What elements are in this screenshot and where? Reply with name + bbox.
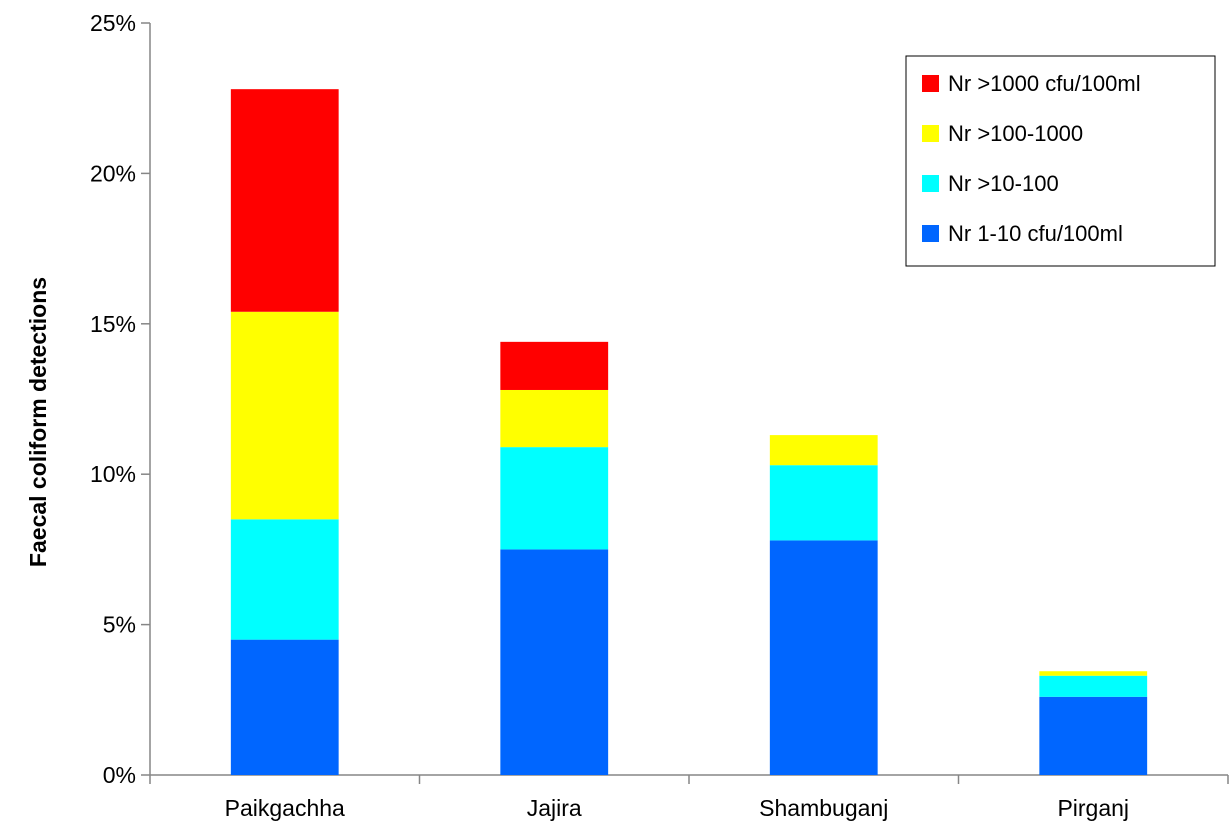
legend-swatch bbox=[922, 225, 939, 242]
legend-label: Nr >1000 cfu/100ml bbox=[948, 71, 1141, 96]
y-tick-label: 25% bbox=[90, 10, 136, 36]
bar-segment bbox=[1039, 675, 1148, 697]
y-tick-label: 0% bbox=[103, 762, 136, 788]
x-category-label: Pirganj bbox=[1057, 795, 1129, 821]
bar-segment bbox=[769, 465, 878, 541]
bar-segment bbox=[500, 447, 609, 550]
bar-segment bbox=[500, 341, 609, 390]
legend-swatch bbox=[922, 125, 939, 142]
bar-segment bbox=[1039, 696, 1148, 775]
bar-segment bbox=[230, 639, 339, 775]
y-tick-label: 20% bbox=[90, 160, 136, 186]
y-axis: 0% 5% 10% 15% 20% 25% bbox=[90, 10, 151, 788]
x-category-label: Paikgachha bbox=[225, 795, 345, 821]
legend-label: Nr >10-100 bbox=[948, 171, 1059, 196]
legend-box bbox=[905, 55, 1216, 267]
bar-segment bbox=[230, 519, 339, 640]
bar-segment bbox=[1039, 671, 1148, 676]
x-axis: Paikgachha Jajira Shambuganj Pirganj bbox=[149, 774, 1229, 821]
legend-label: Nr >100-1000 bbox=[948, 121, 1083, 146]
x-category-label: Jajira bbox=[527, 795, 582, 821]
bar-segment bbox=[769, 540, 878, 775]
y-tick-label: 5% bbox=[103, 612, 136, 638]
y-tick-label: 15% bbox=[90, 311, 136, 337]
x-category-label: Shambuganj bbox=[759, 795, 888, 821]
legend-swatch bbox=[922, 75, 939, 92]
bar-segment bbox=[500, 389, 609, 448]
legend-label: Nr 1-10 cfu/100ml bbox=[948, 221, 1123, 246]
bar-segment bbox=[769, 435, 878, 466]
y-axis-label: Faecal coliform detections bbox=[25, 277, 51, 567]
y-tick-label: 10% bbox=[90, 461, 136, 487]
legend: Nr >1000 cfu/100ml Nr >100-1000 Nr >10-100… bbox=[905, 55, 1216, 267]
bar-segment bbox=[500, 549, 609, 775]
bars bbox=[230, 89, 1148, 775]
legend-swatch bbox=[922, 175, 939, 192]
bar-segment bbox=[230, 89, 339, 312]
bar-segment bbox=[230, 311, 339, 520]
